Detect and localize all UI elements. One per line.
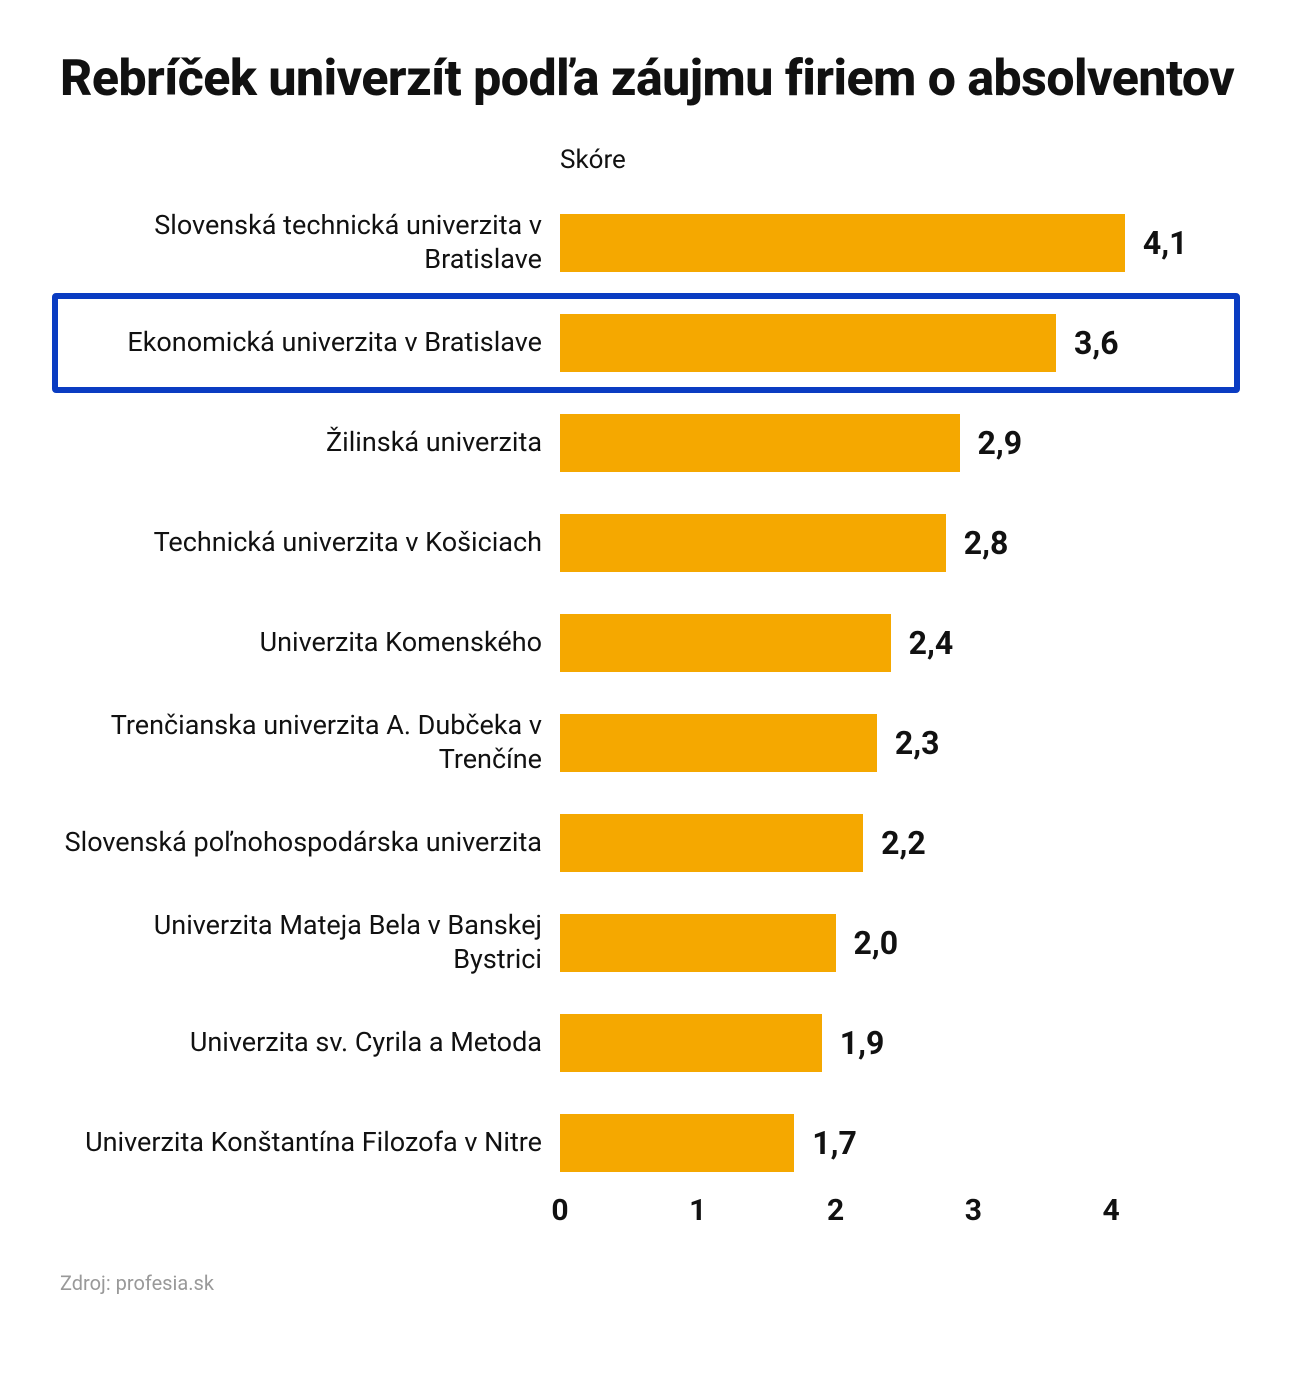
- bar-value: 4,1: [1143, 224, 1188, 262]
- bar: [560, 1014, 822, 1072]
- bar-value: 1,7: [812, 1124, 857, 1162]
- bar-cell: 1,7: [560, 1093, 1240, 1193]
- bar-row: Technická univerzita v Košiciach 2,8: [60, 493, 1240, 593]
- x-tick: 0: [551, 1193, 568, 1228]
- bar: [560, 914, 836, 972]
- bar-row: Univerzita Komenského 2,4: [60, 593, 1240, 693]
- bar-row: Ekonomická univerzita v Bratislave 3,6: [52, 293, 1240, 393]
- bar-label: Univerzita sv. Cyrila a Metoda: [60, 1026, 560, 1060]
- bar-label: Trenčianska univerzita A. Dubčeka v Tren…: [60, 709, 560, 777]
- bar-value: 2,9: [978, 424, 1023, 462]
- bar-label: Technická univerzita v Košiciach: [60, 526, 560, 560]
- bar-label: Univerzita Komenského: [60, 626, 560, 660]
- bar-label: Ekonomická univerzita v Bratislave: [60, 326, 560, 360]
- bar-label: Slovenská poľnohospodárska univerzita: [60, 826, 560, 860]
- bar-label: Slovenská technická univerzita v Bratisl…: [60, 209, 560, 277]
- bar-row: Trenčianska univerzita A. Dubčeka v Tren…: [60, 693, 1240, 793]
- bar-value: 1,9: [840, 1024, 885, 1062]
- bar-cell: 2,8: [560, 493, 1240, 593]
- bar: [560, 214, 1125, 272]
- bar: [560, 714, 877, 772]
- bar: [560, 514, 946, 572]
- bar-value: 2,4: [909, 624, 954, 662]
- x-tick: 2: [827, 1193, 844, 1228]
- chart-area: Skóre Slovenská technická univerzita v B…: [60, 145, 1240, 1243]
- x-tick: 1: [689, 1193, 706, 1228]
- bar-cell: 1,9: [560, 993, 1240, 1093]
- bar-row: Žilinská univerzita 2,9: [60, 393, 1240, 493]
- x-tick: 3: [965, 1193, 982, 1228]
- bar-label: Univerzita Mateja Bela v Banskej Bystric…: [60, 909, 560, 977]
- x-axis: 01234: [560, 1193, 1180, 1243]
- source-prefix: Zdroj:: [60, 1271, 116, 1295]
- bar-label: Univerzita Konštantína Filozofa v Nitre: [60, 1126, 560, 1160]
- bar-row: Univerzita Mateja Bela v Banskej Bystric…: [60, 893, 1240, 993]
- bar: [560, 314, 1056, 372]
- bar-cell: 4,1: [560, 193, 1240, 293]
- bar-cell: 2,3: [560, 693, 1240, 793]
- x-tick: 4: [1103, 1193, 1120, 1228]
- bar-cell: 2,2: [560, 793, 1240, 893]
- bar: [560, 814, 863, 872]
- chart-title: Rebríček univerzít podľa záujmu firiem o…: [60, 50, 1240, 109]
- bar-row: Slovenská technická univerzita v Bratisl…: [60, 193, 1240, 293]
- bar-cell: 2,4: [560, 593, 1240, 693]
- chart-container: Rebríček univerzít podľa záujmu firiem o…: [0, 0, 1300, 1397]
- bar-cell: 3,6: [560, 299, 1234, 387]
- bar: [560, 614, 891, 672]
- y-axis-label: Skóre: [560, 145, 626, 175]
- bar-cell: 2,9: [560, 393, 1240, 493]
- bar-cell: 2,0: [560, 893, 1240, 993]
- bar-rows: Slovenská technická univerzita v Bratisl…: [60, 145, 1240, 1193]
- bar-value: 2,0: [854, 924, 899, 962]
- bar: [560, 1114, 794, 1172]
- bar-value: 2,2: [881, 824, 926, 862]
- bar-value: 2,8: [964, 524, 1009, 562]
- bar-value: 2,3: [895, 724, 940, 762]
- bar-row: Univerzita sv. Cyrila a Metoda 1,9: [60, 993, 1240, 1093]
- bar-value: 3,6: [1074, 324, 1119, 362]
- bar-row: Univerzita Konštantína Filozofa v Nitre 1…: [60, 1093, 1240, 1193]
- bar: [560, 414, 960, 472]
- bar-row: Slovenská poľnohospodárska univerzita 2,2: [60, 793, 1240, 893]
- bar-label: Žilinská univerzita: [60, 426, 560, 460]
- source-text: profesia.sk: [116, 1271, 214, 1295]
- chart-source: Zdroj: profesia.sk: [60, 1271, 1240, 1295]
